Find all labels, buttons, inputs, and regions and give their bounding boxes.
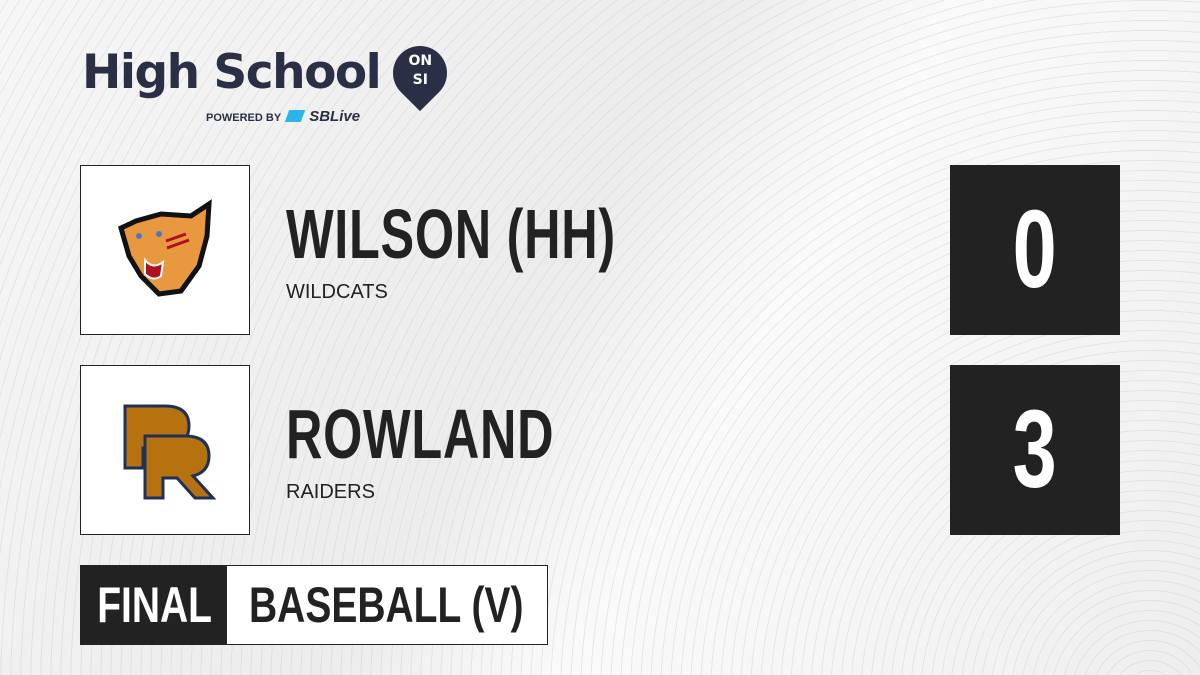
rr-monogram-icon — [123, 404, 217, 500]
game-status-bar: FINAL BASEBALL (V) — [80, 565, 548, 645]
team-mascot-home: WILDCATS — [286, 281, 388, 303]
score-away: 3 — [950, 365, 1120, 535]
powered-by-label: POWERED BY — [206, 112, 282, 124]
badge-top: ON — [408, 53, 433, 69]
powered-by: POWERED BY SBLive — [206, 108, 360, 127]
brand-badge: ON SI — [392, 52, 448, 90]
logo-row: High School ON SI — [82, 34, 502, 114]
final-label: FINAL — [97, 577, 213, 633]
badge-bottom: SI — [412, 72, 428, 88]
sport-label: BASEBALL (V) — [227, 566, 547, 644]
team-logo-home — [80, 165, 250, 335]
team-name-home: WILSON (HH) — [286, 195, 616, 273]
sport-text: BASEBALL (V) — [249, 577, 524, 633]
high-school-on-si-logo: High School ON SI POWERED BY SBLive — [82, 34, 502, 134]
brand-title: High School — [82, 45, 382, 100]
sblive-icon — [285, 110, 306, 122]
team-logo-away — [80, 365, 250, 535]
partner-name: SBLive — [309, 108, 361, 125]
score-home: 0 — [950, 165, 1120, 335]
final-badge: FINAL — [81, 566, 227, 644]
wildcat-icon — [118, 199, 212, 297]
brand-badge-wrap: ON SI — [382, 34, 459, 114]
team-name-away: ROWLAND — [286, 395, 555, 473]
score-away-value: 3 — [1012, 388, 1058, 511]
score-home-value: 0 — [1012, 188, 1058, 311]
team-mascot-away: RAIDERS — [286, 481, 375, 503]
